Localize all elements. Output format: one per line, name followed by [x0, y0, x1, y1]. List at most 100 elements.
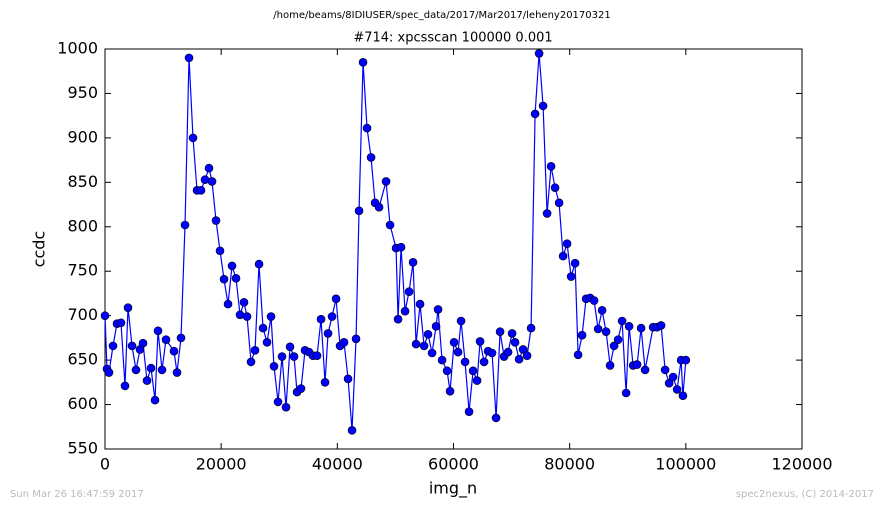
data-point	[491, 413, 501, 423]
data-point	[554, 198, 564, 208]
data-point	[522, 351, 532, 360]
chart-title: #714: xpcsscan 100000 0.001	[353, 31, 552, 46]
data-point	[381, 177, 391, 186]
plot-frame	[104, 48, 803, 450]
data-point	[550, 183, 560, 192]
data-point	[211, 216, 221, 225]
data-point	[668, 372, 678, 382]
data-point	[116, 318, 126, 328]
data-point	[433, 305, 443, 314]
x-tick-label: 20000	[196, 455, 247, 474]
data-point	[296, 384, 306, 393]
data-point	[281, 402, 291, 412]
data-point	[415, 299, 425, 309]
footer-left: Sun Mar 26 16:47:59 2017	[10, 489, 144, 500]
data-point	[153, 326, 163, 336]
data-point	[196, 186, 206, 195]
data-point	[408, 258, 418, 267]
y-tick-label: 800	[67, 216, 98, 235]
data-point	[312, 351, 322, 360]
data-point	[472, 376, 482, 385]
data-point	[678, 391, 688, 400]
y-axis-label: ccdc	[30, 231, 49, 268]
data-point	[681, 355, 691, 365]
data-point	[589, 296, 599, 305]
data-point	[562, 239, 572, 248]
data-point	[400, 306, 410, 316]
data-point	[200, 175, 210, 184]
data-point	[169, 346, 179, 356]
data-point	[100, 311, 110, 320]
data-point	[534, 49, 544, 58]
data-point	[423, 330, 433, 339]
x-tick-label: 100000	[655, 455, 716, 474]
data-point	[123, 303, 133, 312]
y-tick-label: 700	[67, 305, 98, 324]
data-point	[624, 322, 634, 331]
data-point	[323, 329, 333, 338]
data-point	[460, 357, 470, 367]
data-point	[339, 338, 349, 347]
data-point	[227, 261, 237, 271]
data-point	[672, 385, 682, 394]
data-point	[242, 312, 252, 321]
data-point	[172, 368, 182, 377]
data-point	[411, 339, 421, 349]
data-point	[546, 162, 556, 171]
data-point	[464, 407, 474, 416]
y-tick-label: 850	[67, 172, 98, 191]
data-point	[150, 395, 160, 405]
data-point	[157, 365, 167, 375]
data-point	[437, 355, 447, 365]
data-point	[108, 341, 118, 351]
data-point	[273, 397, 283, 407]
data-point	[479, 357, 489, 367]
data-point	[316, 314, 326, 324]
data-point	[266, 312, 276, 321]
data-point	[351, 334, 361, 344]
data-point	[385, 220, 395, 230]
data-point	[495, 327, 505, 336]
data-point	[526, 323, 536, 333]
data-point	[617, 316, 627, 326]
x-tick-label: 60000	[428, 455, 479, 474]
data-point	[456, 316, 466, 326]
data-point	[445, 386, 455, 396]
data-point	[453, 347, 463, 357]
data-point	[327, 312, 337, 321]
data-point	[262, 338, 272, 347]
data-point	[664, 378, 674, 388]
data-point	[374, 202, 384, 212]
data-point	[530, 109, 540, 119]
data-point	[566, 272, 576, 281]
data-point	[320, 378, 330, 387]
data-point	[468, 366, 478, 376]
data-point	[577, 330, 587, 340]
data-point	[605, 361, 615, 370]
data-point	[431, 322, 441, 331]
data-point	[570, 258, 580, 268]
footer-right: spec2nexus, (C) 2014-2017	[736, 489, 874, 500]
data-point	[621, 388, 631, 398]
data-point	[393, 314, 403, 324]
data-point	[146, 363, 156, 373]
data-point	[449, 338, 459, 347]
data-point	[184, 53, 194, 63]
x-axis-label: img_n	[429, 479, 477, 499]
data-point	[239, 298, 249, 307]
data-point	[235, 310, 245, 320]
data-point	[188, 133, 198, 143]
data-point	[427, 348, 437, 358]
data-point	[269, 362, 279, 371]
data-point	[180, 220, 190, 230]
data-point	[343, 374, 353, 384]
data-point	[131, 365, 141, 375]
data-point	[347, 426, 357, 435]
data-point	[396, 242, 406, 252]
suptitle: /home/beams/8IDIUSER/spec_data/2017/Mar2…	[273, 10, 610, 21]
data-point	[362, 123, 372, 133]
data-point	[366, 153, 376, 162]
data-point	[254, 259, 264, 269]
